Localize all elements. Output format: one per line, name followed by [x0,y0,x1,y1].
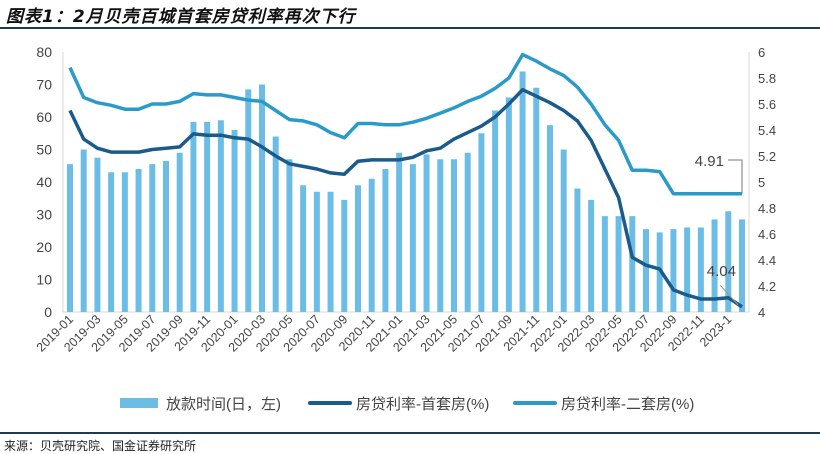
bar [629,216,636,312]
bar [286,159,293,312]
chart-title: 图表1：2月贝壳百城首套房贷利率再次下行 [6,7,356,27]
left-tick-label: 0 [44,304,52,320]
bar [300,185,307,312]
left-tick-label: 60 [36,109,52,125]
bar [437,159,444,312]
bar [108,172,115,312]
bar [313,191,320,312]
bar [464,152,471,312]
bar [519,71,526,312]
annotation-leader [719,284,739,306]
bar [492,110,499,312]
bar [341,199,348,312]
left-tick-label: 30 [36,207,52,223]
legend-label: 房贷利率-首套房(%) [356,396,489,413]
bar [190,121,197,312]
left-tick-label: 40 [36,174,52,190]
source-divider [0,432,820,434]
bar [94,157,101,312]
legend-label: 房贷利率-二套房(%) [561,396,694,413]
bar [697,227,704,312]
right-tick-label: 5.8 [758,71,776,86]
bar [451,159,457,312]
bar [80,149,87,312]
line-first-home-rate [68,87,743,309]
left-tick-label: 10 [36,272,52,288]
bar [135,169,142,312]
bar [725,211,732,312]
bar [409,164,416,312]
bar [423,154,430,312]
left-tick-label: 20 [36,239,52,255]
right-tick-label: 5.6 [758,97,776,112]
left-tick-label: 80 [36,44,52,60]
bar [231,130,238,312]
source-note: 来源：贝壳研究院、国金证券研究所 [4,439,197,453]
bar [560,149,567,312]
bar [615,216,622,312]
bar [327,191,334,312]
bar [601,216,608,312]
bar [163,160,169,312]
right-tick-label: 5.4 [758,123,776,138]
bar [588,199,595,312]
annotation-label: 4.91 [695,153,724,170]
bar [711,219,718,312]
right-tick-label: 4.2 [758,279,776,294]
bar [149,164,156,312]
right-tick-label: 6 [758,45,765,60]
bar [643,229,649,312]
bar [739,219,745,312]
bar [574,188,581,312]
bar [478,133,485,312]
title-divider [0,27,820,29]
bar [396,152,403,312]
bar [547,125,553,312]
annotation-label: 4.04 [707,263,736,280]
bar [355,185,361,312]
bar [670,229,677,312]
left-tick-label: 70 [36,77,52,93]
bar [176,152,183,312]
right-tick-label: 5.2 [758,149,776,164]
bar [272,136,279,312]
bar [684,227,691,312]
right-tick-label: 4.4 [758,253,776,268]
annotation-leader [728,159,743,194]
chart: 0 10 20 30 40 50 60 70 80 4 4.2 4.4 4.6 4.8 5 5.2 5.4 5.6… [34,44,776,413]
bar [259,84,265,312]
bar [382,169,389,312]
right-tick-label: 4.8 [758,201,776,216]
line-second-home-rate [68,52,742,196]
bar [217,120,224,312]
bar [505,97,512,312]
bar [368,178,375,312]
legend-label: 放款时间(日，左) [166,396,281,413]
left-tick-label: 50 [36,142,52,158]
bar [121,172,128,312]
right-tick-label: 5 [758,175,765,190]
bar [533,87,540,312]
bar [67,164,73,312]
bar [204,121,211,312]
bar [245,89,252,312]
right-tick-label: 4.6 [758,227,776,242]
legend-swatch-bar [120,398,158,408]
right-tick-label: 4 [758,305,765,320]
